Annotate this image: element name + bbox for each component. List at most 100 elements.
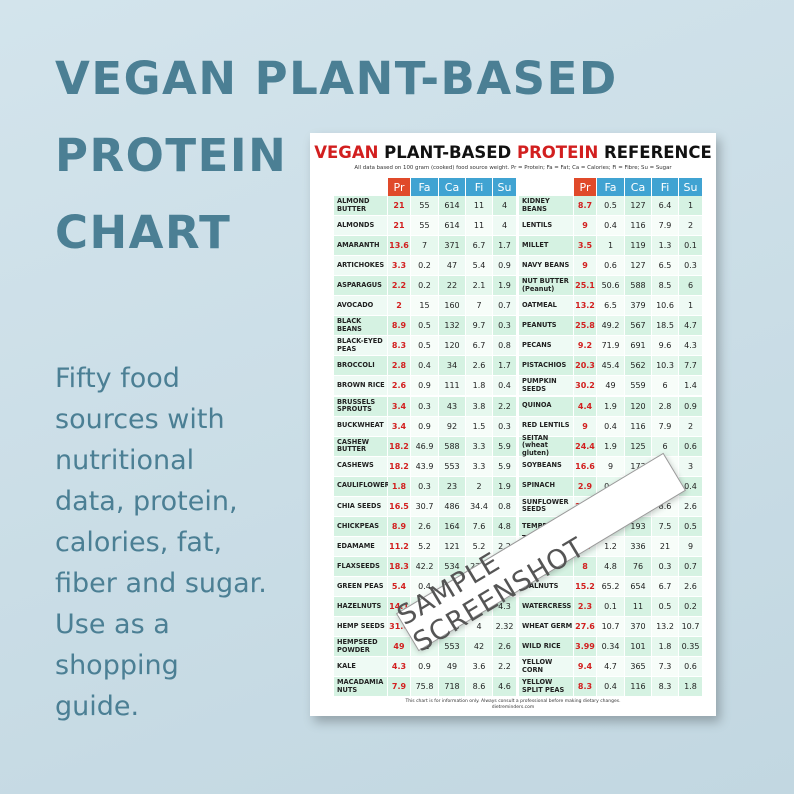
value-cell: 121 (439, 536, 465, 556)
value-cell: 2.8 (388, 356, 410, 376)
value-cell: 16.6 (574, 456, 596, 476)
value-cell: 1 (597, 236, 624, 256)
food-name: YELLOW SPLIT PEAS (519, 677, 573, 697)
column-header: Pr (574, 178, 596, 196)
value-cell: 0.5 (411, 336, 438, 356)
food-name: FLAXSEEDS (334, 556, 387, 576)
value-cell: 8.9 (388, 516, 410, 536)
value-cell: 18.3 (388, 556, 410, 576)
value-cell: 567 (625, 316, 651, 336)
value-cell: 119 (625, 236, 651, 256)
value-cell: 4.7 (679, 316, 702, 336)
title-word: VEGAN (314, 143, 379, 162)
value-cell: 75.8 (411, 677, 438, 697)
food-name: OATMEAL (519, 296, 573, 316)
value-cell: 0.2 (411, 276, 438, 296)
value-cell: 8.5 (652, 276, 678, 296)
value-cell: 3.4 (388, 416, 410, 436)
value-cell: 160 (439, 296, 465, 316)
value-cell: 55 (411, 216, 438, 236)
description: Fifty food sources with nutritional data, p… (55, 358, 267, 727)
value-cell: 8.3 (652, 677, 678, 697)
value-cell: 588 (439, 436, 465, 456)
description-line: fiber and sugar. (55, 568, 267, 599)
value-cell: 49.2 (597, 316, 624, 336)
value-cell: 8.7 (574, 196, 596, 216)
value-cell: 0.35 (679, 637, 702, 657)
value-cell: 15 (411, 296, 438, 316)
value-cell: 8.3 (388, 336, 410, 356)
value-cell: 21 (388, 216, 410, 236)
value-cell: 127 (625, 196, 651, 216)
value-cell: 3.3 (388, 256, 410, 276)
value-cell: 27.6 (574, 617, 596, 637)
value-cell: 7.9 (388, 677, 410, 697)
value-cell: 7.9 (652, 216, 678, 236)
value-cell: 0.2 (411, 256, 438, 276)
column-header: Ca (625, 178, 651, 196)
food-name: MILLET (519, 236, 573, 256)
food-name: WHEAT GERM (519, 617, 573, 637)
value-cell: 371 (439, 236, 465, 256)
value-cell: 125 (625, 436, 651, 456)
value-cell: 0.7 (493, 296, 516, 316)
value-cell: 10.7 (597, 617, 624, 637)
value-cell: 9.6 (652, 336, 678, 356)
food-name: MACADAMIA NUTS (334, 677, 387, 697)
value-cell: 9.2 (574, 336, 596, 356)
column-header: Su (679, 178, 702, 196)
value-cell: 370 (625, 617, 651, 637)
value-cell: 486 (439, 496, 465, 516)
food-name: PEANUTS (519, 316, 573, 336)
value-cell: 6.4 (652, 196, 678, 216)
value-cell: 10.3 (652, 356, 678, 376)
value-cell: 6.7 (466, 236, 492, 256)
value-cell: 4 (493, 196, 516, 216)
food-name: BLACK BEANS (334, 316, 387, 336)
value-cell: 562 (625, 356, 651, 376)
value-cell: 2.3 (574, 597, 596, 617)
food-name: PISTACHIOS (519, 356, 573, 376)
description-line: guide. (55, 691, 140, 722)
value-cell: 718 (439, 677, 465, 697)
value-cell: 0.1 (597, 597, 624, 617)
value-cell: 2.6 (679, 576, 702, 596)
value-cell: 0.8 (493, 496, 516, 516)
value-cell: 47 (439, 256, 465, 276)
value-cell: 0.4 (493, 376, 516, 396)
value-cell: 3.3 (466, 436, 492, 456)
value-cell: 2 (388, 296, 410, 316)
value-cell: 4.7 (597, 657, 624, 677)
value-cell: 0.3 (493, 316, 516, 336)
food-name: CHICKPEAS (334, 516, 387, 536)
food-name: AVOCADO (334, 296, 387, 316)
value-cell: 46.9 (411, 436, 438, 456)
food-name: CASHEWS (334, 456, 387, 476)
value-cell: 3.99 (574, 637, 596, 657)
food-name: SOYBEANS (519, 456, 573, 476)
column-header: Ca (439, 178, 465, 196)
value-cell: 2.2 (388, 276, 410, 296)
value-cell: 11 (625, 597, 651, 617)
value-cell: 1.7 (493, 236, 516, 256)
value-cell: 7.3 (652, 657, 678, 677)
value-cell: 23 (439, 476, 465, 496)
value-cell: 49 (388, 637, 410, 657)
value-cell: 11 (466, 216, 492, 236)
food-name: BUCKWHEAT (334, 416, 387, 436)
value-cell: 127 (625, 256, 651, 276)
value-cell: 34 (439, 356, 465, 376)
value-cell: 9 (679, 536, 702, 556)
value-cell: 5.9 (493, 456, 516, 476)
value-cell: 5.9 (493, 436, 516, 456)
food-name: BROCCOLI (334, 356, 387, 376)
value-cell: 614 (439, 216, 465, 236)
value-cell: 49 (439, 657, 465, 677)
value-cell: 2 (679, 216, 702, 236)
value-cell: 120 (439, 336, 465, 356)
value-cell: 5.4 (388, 576, 410, 596)
value-cell: 13.2 (652, 617, 678, 637)
food-name: NAVY BEANS (519, 256, 573, 276)
description-line: calories, fat, (55, 527, 223, 558)
value-cell: 3.6 (466, 657, 492, 677)
